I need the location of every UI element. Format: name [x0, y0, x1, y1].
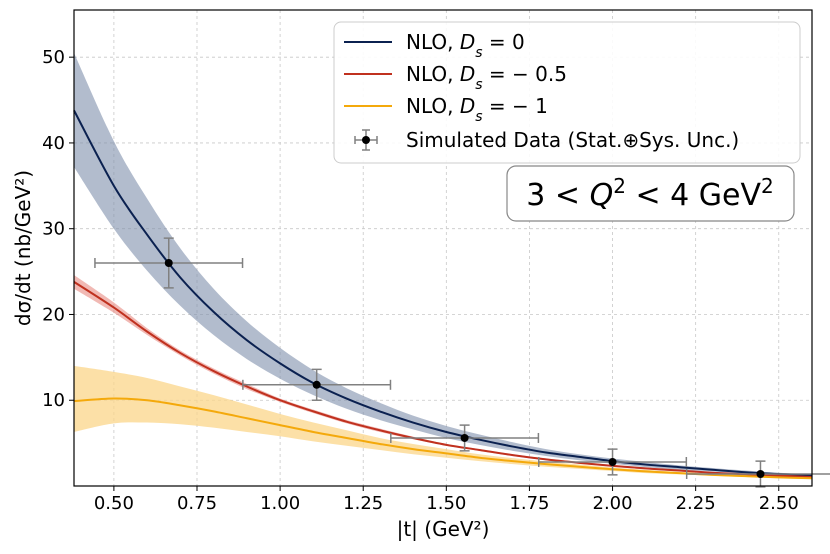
legend-label-simulated-data: Simulated Data (Stat.⊕Sys. Unc.) [406, 128, 739, 152]
y-tick-label: 20 [42, 304, 65, 325]
nlo-ds-minus-0.5-line [73, 281, 813, 478]
y-tick-label: 40 [42, 133, 65, 154]
data-point [390, 424, 540, 452]
y-tick-label: 10 [42, 390, 65, 411]
legend-box [333, 21, 801, 164]
y-ticks: 10 20 30 40 50 [42, 47, 74, 411]
data-point [537, 448, 688, 476]
x-tick-label: 0.50 [94, 493, 134, 514]
plot-frame [73, 9, 813, 487]
x-tick-label: 1.25 [343, 493, 383, 514]
x-tick-label: 2.50 [759, 493, 799, 514]
x-tick-label: 1.00 [260, 493, 300, 514]
uncertainty-bands [74, 52, 812, 480]
nlo-ds-0-line [73, 109, 813, 477]
data-points [94, 237, 830, 488]
data-point [242, 368, 392, 401]
legend-label-nlo-ds-0: NLO, Ds = 0 [406, 30, 525, 61]
nlo-ds-minus-1-band [74, 365, 812, 480]
y-tick-label: 50 [42, 47, 65, 68]
data-point [94, 237, 244, 289]
data-point [685, 460, 830, 488]
x-axis-label: |t| (GeV²) [397, 517, 490, 541]
x-tick-label: 1.50 [426, 493, 466, 514]
annotation-text: 3 < Q2 < 4 GeV2 [526, 174, 773, 213]
data-point-marker [164, 259, 173, 268]
data-point-marker [608, 457, 617, 466]
annotation-box [506, 165, 795, 222]
data-point-marker [756, 469, 765, 478]
q2-range-annotation: 3 < Q2 < 4 GeV2 [506, 165, 795, 222]
y-tick-label: 30 [42, 219, 65, 240]
data-point-marker [460, 433, 469, 442]
legend-data-marker [362, 136, 370, 144]
data-point-marker [312, 380, 321, 389]
legend-label-nlo-ds-minus-0.5: NLO, Ds = − 0.5 [406, 62, 567, 93]
nlo-ds-minus-0.5-band [74, 275, 812, 478]
x-ticks: 0.50 0.75 1.00 1.25 1.50 1.75 2.00 2.25 2.50 [94, 486, 799, 514]
x-tick-label: 1.75 [509, 493, 549, 514]
legend-label-nlo-ds-minus-1: NLO, Ds = − 1 [406, 94, 548, 125]
x-tick-label: 2.00 [593, 493, 633, 514]
x-tick-label: 0.75 [177, 493, 217, 514]
x-tick-label: 2.25 [676, 493, 716, 514]
y-axis-label: dσ/dt (nb/GeV²) [11, 170, 35, 326]
